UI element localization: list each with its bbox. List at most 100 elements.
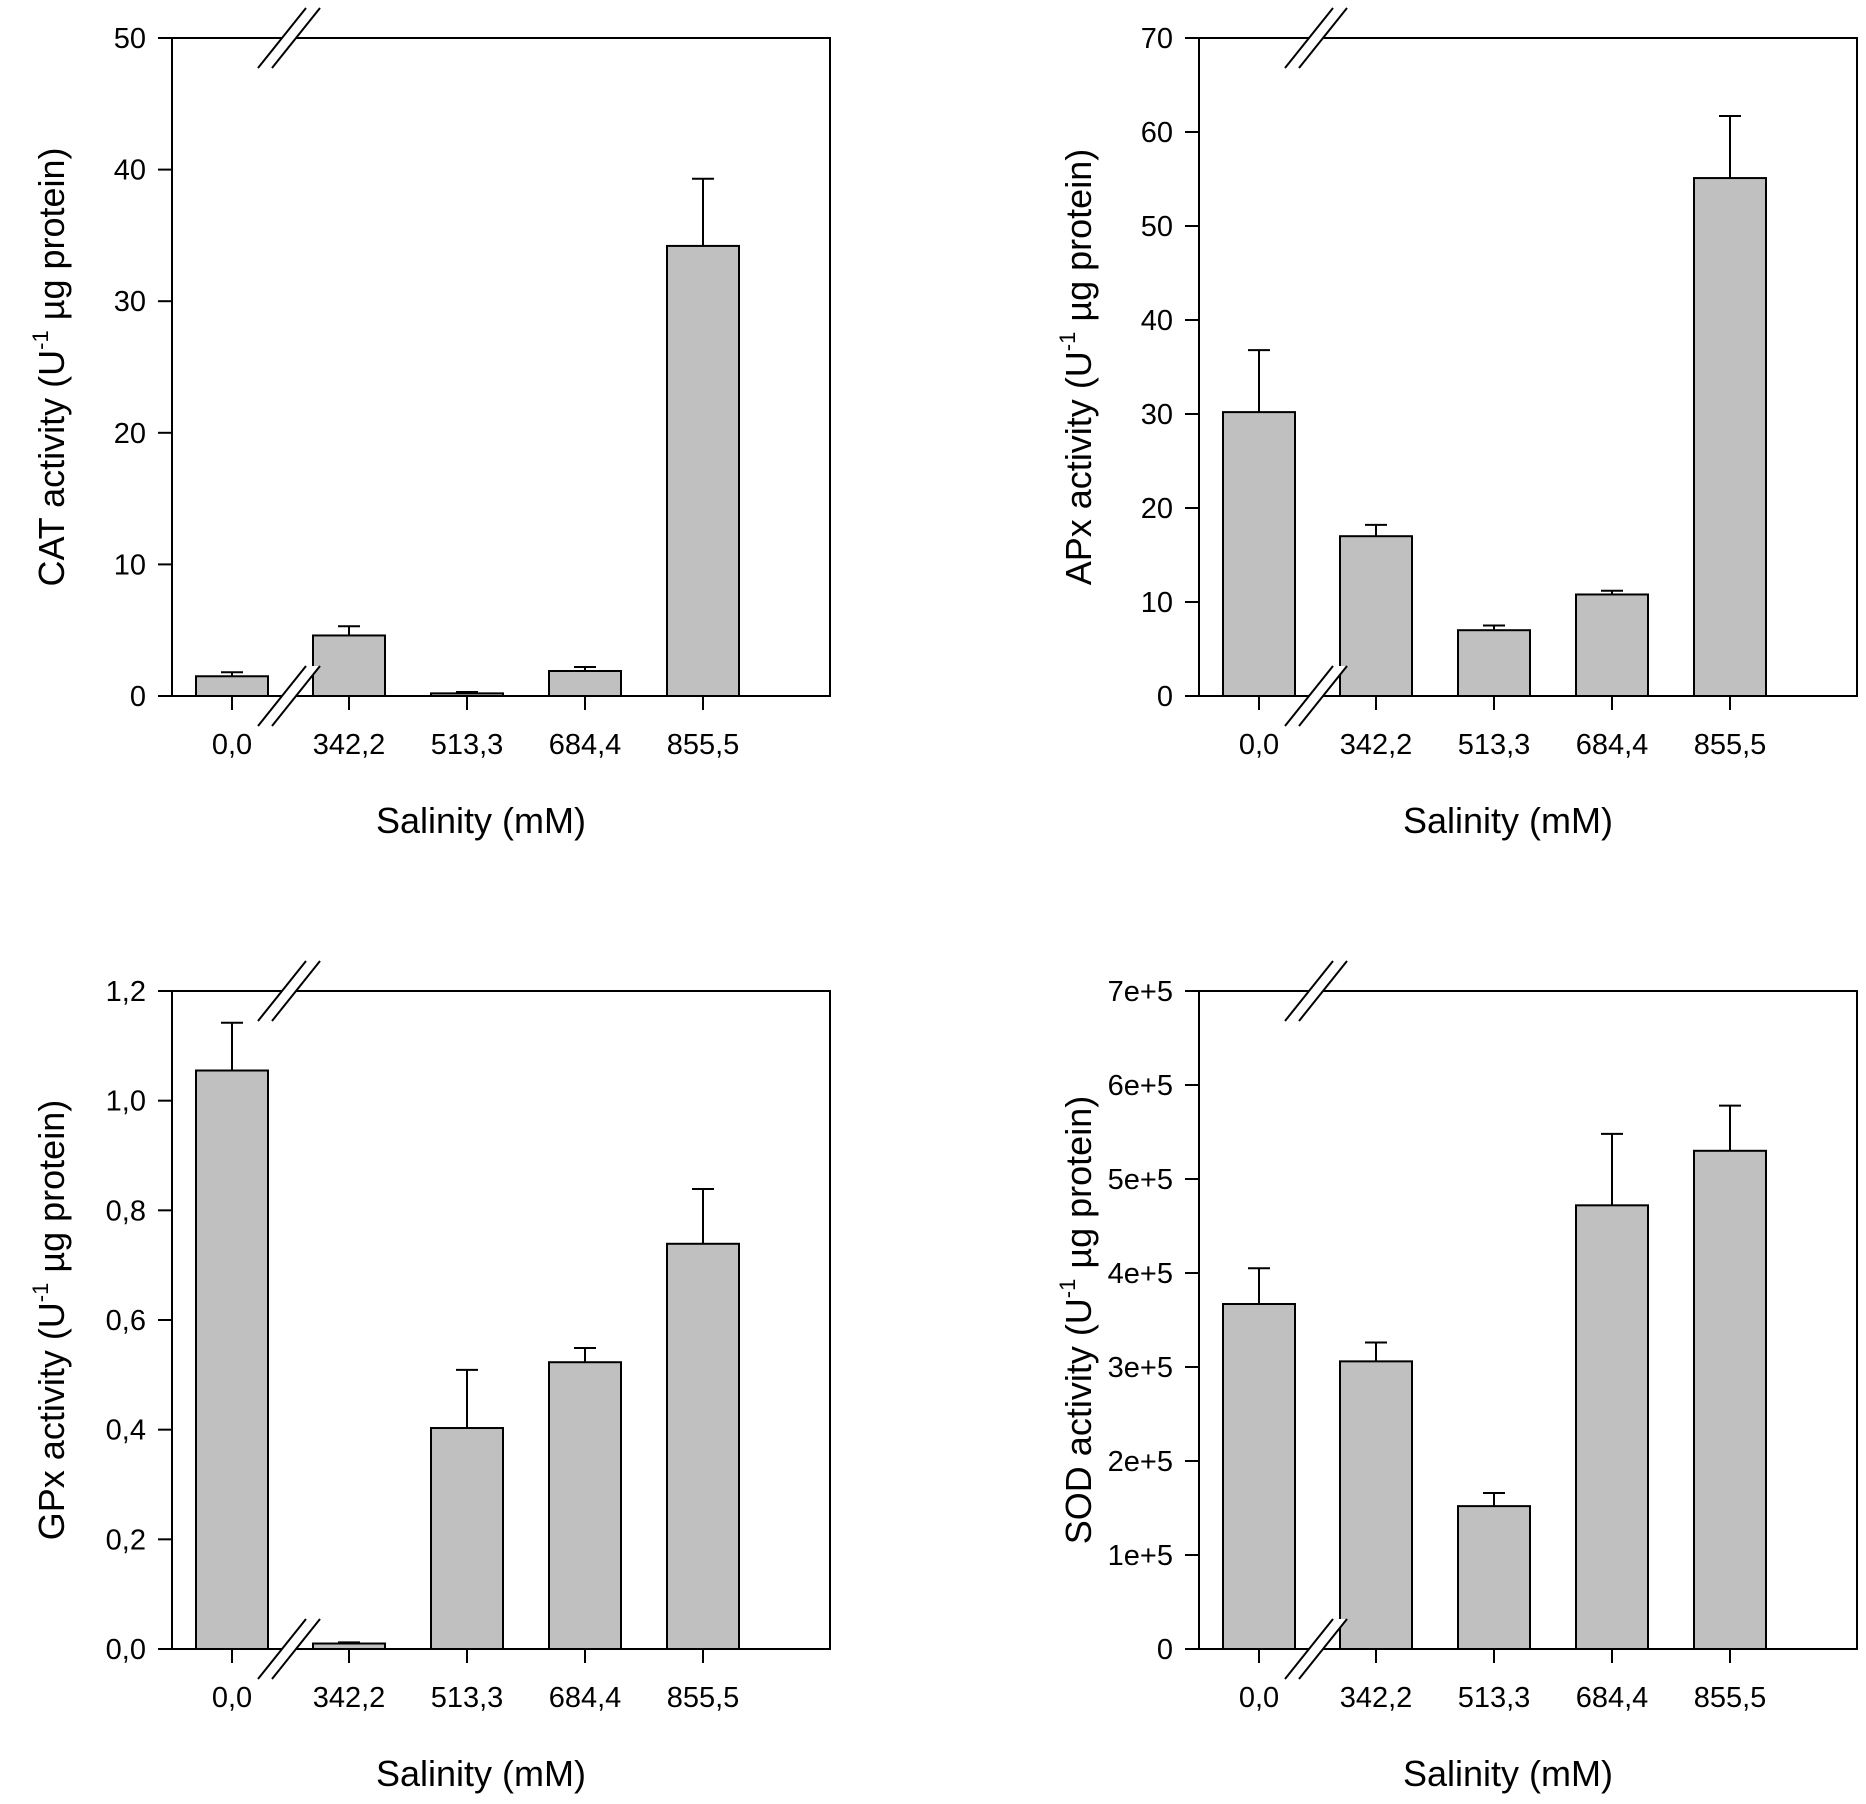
bar [195, 675, 269, 698]
bar [1575, 1204, 1649, 1650]
axis-break-mark [1298, 7, 1348, 69]
axis-break-mark [257, 7, 307, 69]
axis-break-mark [257, 1618, 307, 1680]
y-axis-title-main: SOD activity (U [1058, 1298, 1099, 1544]
y-axis-title-units: µg protein) [31, 147, 72, 330]
x-tick-label: 0,0 [212, 1682, 252, 1714]
x-axis-title: Salinity (mM) [376, 1753, 586, 1794]
x-tick-label: 342,2 [1340, 729, 1413, 761]
axis-break-mark [1298, 665, 1348, 727]
y-axis-title-superscript: -1 [1055, 1279, 1080, 1299]
bar [1693, 177, 1767, 697]
y-axis-title-superscript: -1 [1055, 332, 1080, 352]
y-tick-label: 0,6 [106, 1305, 146, 1337]
axis-break-gap [1285, 666, 1347, 726]
chart-panel-gpx: 0,0 0,2 0,4 0,6 0,8 1,0 1,2 0,0 342,2 513,3 684,4 8… [28, 960, 831, 1794]
bar [666, 1242, 740, 1650]
bar [430, 692, 504, 697]
x-tick-label: 513,3 [1458, 729, 1531, 761]
bar [1457, 629, 1531, 698]
chart-panel-cat: 0 10 20 30 40 50 0,0 342,2 513,3 684,4 855,5 Salini… [28, 7, 831, 841]
y-tick-label: 0,0 [106, 1634, 146, 1666]
y-axis-title-main: CAT activity (U [31, 350, 72, 587]
y-tick-label: 1,0 [106, 1086, 146, 1118]
y-tick-label: 0 [130, 681, 146, 713]
bar [312, 634, 386, 697]
axis-break-mark [271, 7, 321, 69]
y-tick-label: 10 [1141, 587, 1173, 619]
x-tick-label: 0,0 [1239, 1682, 1279, 1714]
y-tick-label: 20 [114, 418, 146, 450]
x-tick-label: 513,3 [431, 729, 504, 761]
y-tick-label: 0 [1157, 681, 1173, 713]
y-axis-title-superscript: -1 [28, 330, 53, 350]
y-tick-label: 1,2 [106, 976, 146, 1008]
y-axis-title-superscript: -1 [28, 1283, 53, 1303]
x-tick-label: 0,0 [212, 729, 252, 761]
bar [1222, 1303, 1296, 1651]
x-tick-label: 342,2 [313, 1682, 386, 1714]
y-tick-label: 50 [1141, 211, 1173, 243]
axis-break-mark [1298, 1618, 1348, 1680]
axis-break-mark [1284, 665, 1334, 727]
y-axis-title: GPx activity (U-1 µg protein) [28, 1100, 72, 1540]
x-tick-label: 513,3 [1458, 1682, 1531, 1714]
x-tick-label: 684,4 [1576, 1682, 1649, 1714]
y-tick-label: 3e+5 [1108, 1352, 1173, 1384]
y-tick-label: 40 [114, 155, 146, 187]
x-axis-title: Salinity (mM) [1403, 800, 1613, 841]
axis-break-mark [271, 1618, 321, 1680]
y-axis-title-units: µg protein) [1058, 149, 1099, 332]
y-tick-label: 30 [1141, 399, 1173, 431]
y-tick-label: 40 [1141, 305, 1173, 337]
axis-break-gap [258, 961, 320, 1021]
axis-break-mark [1284, 7, 1334, 69]
bar [548, 669, 622, 697]
y-tick-label: 6e+5 [1108, 1070, 1173, 1102]
axis-break-gap [1285, 1619, 1347, 1679]
y-tick-label: 7e+5 [1108, 976, 1173, 1008]
axis-break-mark [257, 960, 307, 1022]
axis-break-gap [1285, 961, 1347, 1021]
y-tick-label: 1e+5 [1108, 1540, 1173, 1572]
axis-break-gap [258, 1619, 320, 1679]
axis-break-mark [1284, 1618, 1334, 1680]
y-tick-label: 0,8 [106, 1195, 146, 1227]
bar [312, 1642, 386, 1651]
y-axis-title: CAT activity (U-1 µg protein) [28, 147, 72, 586]
x-tick-label: 513,3 [431, 1682, 504, 1714]
bar [1693, 1149, 1767, 1651]
x-tick-label: 855,5 [1694, 1682, 1767, 1714]
x-axis-title: Salinity (mM) [376, 800, 586, 841]
bar [195, 1069, 269, 1650]
axis-break-mark [1298, 960, 1348, 1022]
y-tick-label: 60 [1141, 117, 1173, 149]
axis-break-gap [1285, 8, 1347, 68]
bar [1575, 593, 1649, 697]
chart-panel-apx: 0 10 20 30 40 50 60 70 0,0 342,2 513,3 684,4 855,5 Sa… [1055, 7, 1858, 841]
y-tick-label: 2e+5 [1108, 1446, 1173, 1478]
bar [1457, 1505, 1531, 1650]
y-tick-label: 0,2 [106, 1524, 146, 1556]
y-tick-label: 30 [114, 286, 146, 318]
axis-break-mark [257, 665, 307, 727]
x-tick-label: 855,5 [667, 1682, 740, 1714]
y-tick-label: 70 [1141, 23, 1173, 55]
x-tick-label: 684,4 [549, 729, 622, 761]
axis-break-mark [271, 960, 321, 1022]
y-axis-title-units: µg protein) [31, 1100, 72, 1283]
x-axis-title: Salinity (mM) [1403, 1753, 1613, 1794]
y-axis-title: SOD activity (U-1 µg protein) [1055, 1096, 1099, 1544]
x-tick-label: 855,5 [1694, 729, 1767, 761]
y-tick-label: 4e+5 [1108, 1258, 1173, 1290]
x-tick-label: 855,5 [667, 729, 740, 761]
y-tick-label: 0,4 [106, 1415, 146, 1447]
y-tick-label: 50 [114, 23, 146, 55]
y-axis-title-main: APx activity (U [1058, 351, 1099, 585]
bar [666, 244, 740, 697]
y-tick-label: 5e+5 [1108, 1164, 1173, 1196]
bar [1339, 535, 1413, 698]
x-tick-label: 684,4 [549, 1682, 622, 1714]
x-tick-label: 342,2 [1340, 1682, 1413, 1714]
